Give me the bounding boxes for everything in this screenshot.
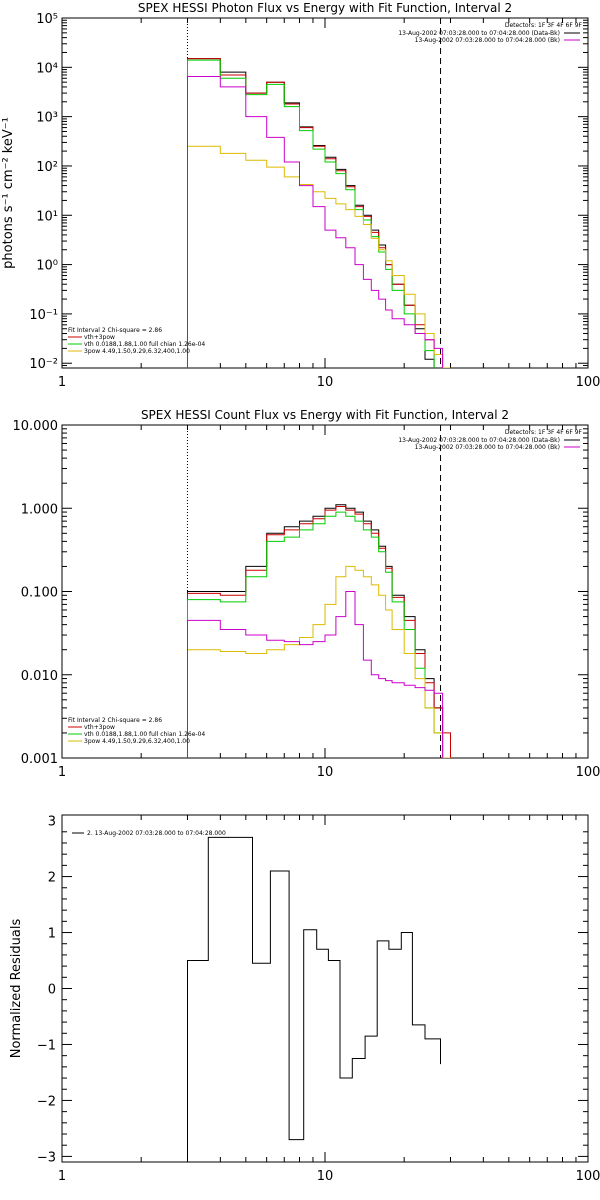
series-group [187, 504, 451, 758]
x-tick-label: 10 [317, 765, 334, 780]
y-tick-label: 10⁴ [36, 61, 58, 76]
x-tick-label: 10 [317, 1169, 334, 1184]
legend-entry: 3pow 4.49,1.50,9.29,6.32,400,1.00 [84, 738, 190, 745]
x-tick-label: 10 [317, 375, 334, 390]
legend-entry: 13-Aug-2002 07:03:28.000 to 07:04:28.000… [398, 30, 560, 37]
series-group [187, 58, 451, 368]
chart-title: SPEX HESSI Photon Flux vs Energy with Fi… [138, 1, 512, 15]
legend-detectors: Detectors: 1F 3F 4F 6F 9F [505, 22, 583, 29]
chart-panel-2: SPEX HESSI Count Flux vs Energy with Fit… [13, 408, 600, 780]
y-tick-label: 1.000 [21, 502, 58, 517]
series-line-1 [187, 58, 435, 368]
series-group [187, 836, 441, 1162]
series-line-5 [187, 591, 444, 758]
legend-entry: vth+3pow [84, 724, 115, 731]
plot-frame [61, 814, 589, 1163]
y-tick-label: −2 [37, 1094, 56, 1109]
series-line-1 [187, 836, 441, 1162]
series-line-2 [187, 506, 451, 758]
y-tick-label: 3 [48, 815, 56, 830]
legend-entry: 3pow 4.49,1.50,9.29,6.32,400,1.00 [84, 348, 190, 355]
chart-panel-3: 1 10 100 −3 −2 −1 0 1 2 3 Normalized Residuals 2. 1… [9, 814, 600, 1184]
x-tick-label: 100 [576, 1169, 600, 1184]
y-tick-label: 10⁵ [36, 12, 58, 27]
y-tick-label: 0.001 [21, 752, 58, 767]
y-tick-label: 10.000 [13, 419, 59, 434]
y-tick-label: 10⁻¹ [29, 308, 58, 323]
series-line-3 [187, 511, 444, 758]
legend-fit-header: Fit Interval 2 Chi-square = 2.86 [68, 327, 162, 334]
x-tick-label: 100 [576, 375, 600, 390]
y-tick-label: 0 [48, 983, 56, 998]
y-tick-label: 10⁻² [29, 357, 58, 372]
y-tick-label: −3 [37, 1150, 56, 1165]
series-line-3 [187, 59, 435, 368]
legend-entry: 2. 13-Aug-2002 07:03:28.000 to 07:04:28.… [87, 830, 226, 837]
y-tick-label: 10¹ [36, 209, 58, 224]
series-line-4 [187, 565, 451, 758]
x-tick-label: 1 [58, 375, 66, 390]
legend-entry: 13-Aug-2002 07:03:28.000 to 07:04:28.000… [415, 444, 560, 451]
x-tick-label: 1 [58, 1169, 66, 1184]
y-tick-label: 0.010 [21, 669, 58, 684]
legend-entry: vth+3pow [84, 334, 115, 341]
x-tick-label: 1 [58, 765, 66, 780]
x-tick-label: 100 [576, 765, 600, 780]
legend-fit-header: Fit Interval 2 Chi-square = 2.86 [68, 717, 162, 724]
y-tick-label: 10² [36, 160, 58, 175]
chart-panel-1: SPEX HESSI Photon Flux vs Energy with Fi… [1, 1, 600, 390]
chart-title: SPEX HESSI Count Flux vs Energy with Fit… [141, 408, 509, 422]
series-line-5 [187, 76, 444, 368]
series-line-4 [187, 145, 451, 368]
y-tick-label: 10⁰ [36, 259, 58, 274]
legend-entry: 13-Aug-2002 07:03:28.000 to 07:04:28.000… [398, 437, 560, 444]
y-tick-label: 10³ [36, 111, 58, 126]
plot-frame [61, 424, 589, 759]
legend-entry: vth 0.0188,1.88,1.00 full chian 1.26e-04 [84, 731, 205, 738]
y-axis-label: Normalized Residuals [9, 919, 24, 1059]
legend-entry: 13-Aug-2002 07:03:28.000 to 07:04:28.000… [415, 37, 560, 44]
y-tick-label: 0.100 [21, 586, 58, 601]
y-tick-label: 1 [48, 927, 56, 942]
legend-entry: vth 0.0188,1.88,1.00 full chian 1.26e-04 [84, 341, 205, 348]
y-tick-label: 2 [48, 871, 56, 886]
legend-detectors: Detectors: 1F 3F 4F 6F 9F [505, 429, 583, 436]
y-axis-label: photons s⁻¹ cm⁻² keV⁻¹ [1, 117, 16, 269]
series-line-2 [187, 58, 451, 368]
y-tick-label: −1 [37, 1038, 56, 1053]
